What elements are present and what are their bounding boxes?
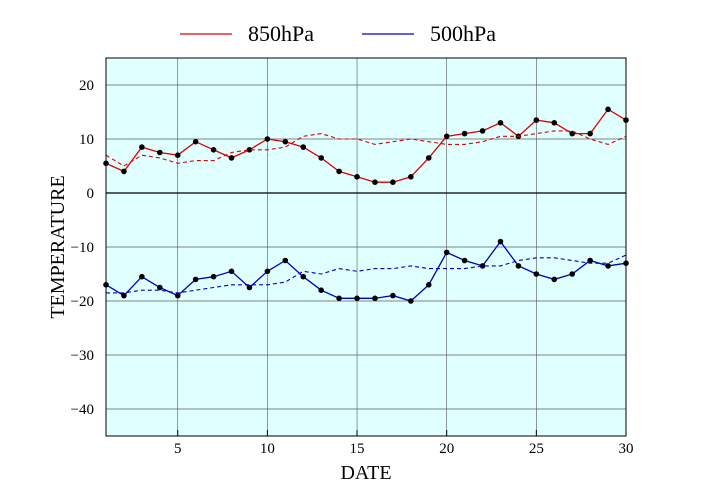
series-line-series-3-dashed bbox=[106, 254, 627, 294]
y-tick-label: 0 bbox=[87, 186, 95, 202]
x-tick-label: 20 bbox=[439, 441, 454, 457]
x-tick-label: 5 bbox=[174, 441, 182, 457]
y-tick-label: 20 bbox=[79, 78, 94, 94]
series-line-500hpa bbox=[105, 240, 627, 302]
data-point-850hpa bbox=[569, 130, 576, 137]
data-point-850hpa bbox=[497, 120, 504, 126]
grid-lines bbox=[106, 58, 627, 436]
data-point-850hpa bbox=[587, 130, 593, 137]
data-point-850hpa bbox=[443, 133, 450, 140]
data-point-500hpa bbox=[210, 273, 217, 280]
data-point-500hpa bbox=[336, 295, 342, 302]
data-point-500hpa bbox=[569, 271, 576, 277]
data-point-850hpa bbox=[264, 136, 271, 142]
data-point-850hpa bbox=[156, 149, 163, 156]
data-point-850hpa bbox=[390, 179, 396, 185]
data-point-500hpa bbox=[515, 263, 522, 269]
data-point-850hpa bbox=[461, 130, 468, 137]
data-point-500hpa bbox=[443, 249, 450, 256]
x-tick-label: 30 bbox=[619, 441, 634, 457]
data-point-500hpa bbox=[246, 284, 253, 291]
axis-ticks: 5 10 15 20 25 30 20 10 0 −10 −20 −30 −40 bbox=[71, 78, 634, 457]
data-point-850hpa bbox=[336, 168, 342, 175]
data-point-850hpa bbox=[228, 155, 235, 161]
data-point-500hpa bbox=[139, 273, 145, 280]
data-point-850hpa bbox=[121, 168, 127, 175]
series-line-series-1-dashed bbox=[105, 130, 627, 167]
legend: 850hPa 500hPa bbox=[180, 21, 496, 46]
data-point-500hpa bbox=[551, 276, 558, 283]
data-point-850hpa bbox=[174, 152, 181, 158]
data-point-500hpa bbox=[174, 292, 181, 299]
data-point-850hpa bbox=[300, 144, 307, 150]
data-point-500hpa bbox=[587, 257, 593, 264]
data-point-500hpa bbox=[121, 292, 127, 299]
data-point-850hpa bbox=[282, 138, 289, 145]
data-point-500hpa bbox=[300, 273, 307, 280]
data-point-850hpa bbox=[533, 117, 540, 123]
legend-label-850hpa: 850hPa bbox=[248, 21, 314, 46]
data-point-850hpa bbox=[210, 147, 217, 153]
data-point-850hpa bbox=[479, 128, 486, 134]
x-tick-label: 10 bbox=[260, 441, 275, 457]
data-point-850hpa bbox=[372, 179, 378, 185]
data-point-500hpa bbox=[228, 268, 235, 275]
y-tick-label: −30 bbox=[71, 348, 94, 364]
series-lines bbox=[103, 106, 629, 304]
data-point-850hpa bbox=[192, 138, 199, 145]
data-point-500hpa bbox=[354, 295, 360, 302]
data-point-850hpa bbox=[246, 147, 253, 153]
data-point-500hpa bbox=[461, 257, 468, 264]
data-point-500hpa bbox=[408, 298, 414, 304]
data-point-500hpa bbox=[497, 238, 504, 245]
y-tick-label: −10 bbox=[71, 240, 94, 256]
data-point-500hpa bbox=[425, 282, 432, 288]
data-point-500hpa bbox=[605, 263, 611, 269]
x-axis-title: DATE bbox=[340, 462, 391, 484]
data-point-500hpa bbox=[479, 263, 486, 269]
data-point-850hpa bbox=[425, 155, 432, 161]
legend-label-500hpa: 500hPa bbox=[430, 21, 496, 46]
y-tick-label: −40 bbox=[71, 402, 94, 418]
y-tick-label: −20 bbox=[71, 294, 94, 310]
plot-frame bbox=[105, 57, 627, 437]
data-point-850hpa bbox=[354, 174, 360, 180]
series-line-850hpa bbox=[105, 108, 627, 183]
data-point-500hpa bbox=[318, 287, 324, 294]
data-point-500hpa bbox=[282, 257, 289, 264]
data-point-850hpa bbox=[318, 155, 324, 161]
data-point-500hpa bbox=[390, 292, 396, 299]
data-point-850hpa bbox=[139, 144, 145, 150]
data-point-850hpa bbox=[605, 106, 611, 113]
data-point-500hpa bbox=[372, 295, 378, 302]
data-point-500hpa bbox=[533, 271, 540, 277]
data-point-500hpa bbox=[156, 284, 163, 291]
data-point-850hpa bbox=[551, 120, 558, 126]
data-point-500hpa bbox=[264, 268, 271, 275]
x-tick-label: 25 bbox=[529, 441, 544, 457]
x-tick-label: 15 bbox=[350, 441, 365, 457]
data-point-850hpa bbox=[408, 174, 414, 180]
y-tick-label: 10 bbox=[79, 132, 94, 148]
data-point-500hpa bbox=[192, 276, 199, 283]
y-axis-title: TEMPERATURE bbox=[47, 175, 69, 318]
